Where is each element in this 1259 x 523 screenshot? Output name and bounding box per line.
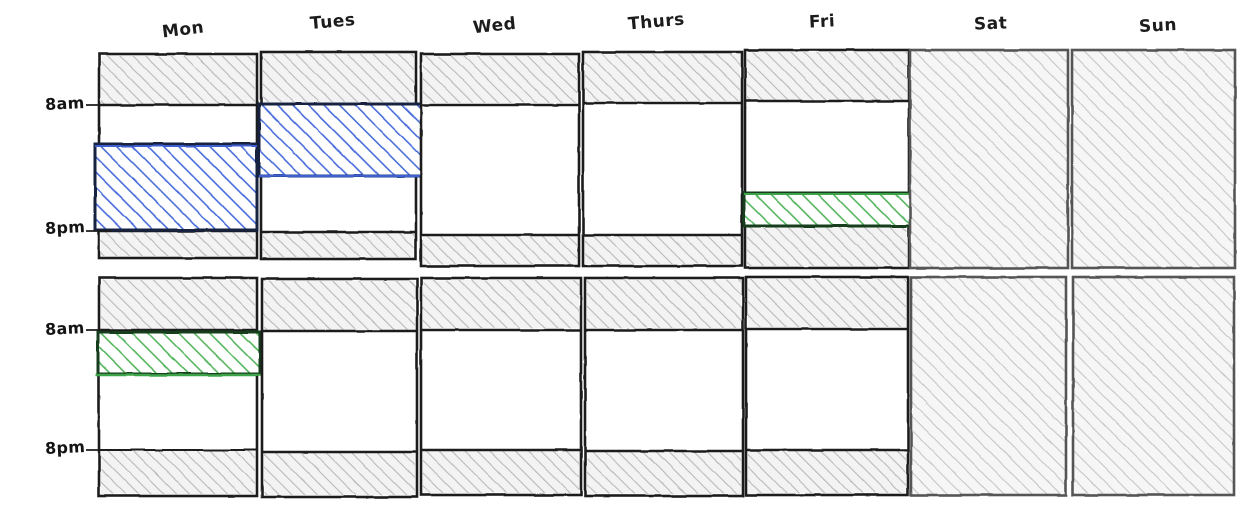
week-2-block-mon-green <box>96 330 262 377</box>
week-1-block-tues-blue <box>257 102 424 178</box>
week-1-axis-8am-text: 8am <box>44 92 85 115</box>
week-2-cell-sun <box>1071 275 1236 497</box>
week-1-cell-sun <box>1070 48 1237 270</box>
week-1-axis-label-8am: 8am <box>45 93 85 114</box>
week-2-axis-label-8am: 8am <box>45 318 85 339</box>
day-header-sat-text: Sat <box>973 13 1008 35</box>
week-2-axis-8am-text: 8am <box>44 317 85 340</box>
week-1-axis-label-8pm: 8pm <box>45 217 86 238</box>
week-2-cell-sat <box>909 275 1068 497</box>
week-2-cell-tues <box>260 277 419 499</box>
week-2-cell-mon <box>97 276 259 498</box>
day-header-fri-text: Fri <box>808 11 836 33</box>
day-header-sun[interactable]: Sun <box>1139 15 1178 37</box>
week-2-cell-thurs <box>583 276 745 498</box>
week-1-block-fri-green <box>742 191 913 228</box>
week-2-cell-wed <box>419 276 583 497</box>
day-header-fri[interactable]: Fri <box>808 11 835 32</box>
week-2-cell-fri <box>744 275 910 497</box>
day-header-sat[interactable]: Sat <box>974 13 1008 34</box>
week-1-cell-thurs <box>581 50 744 268</box>
week-2-axis-8pm-text: 8pm <box>44 436 86 459</box>
week-2-grid <box>86 275 1236 499</box>
week-1-cell-sat <box>908 48 1070 270</box>
week-1-axis-8pm-text: 8pm <box>44 216 86 239</box>
day-header-tues-text: Tues <box>309 10 357 34</box>
week-2-axis-label-8pm: 8pm <box>45 437 86 458</box>
week-1-block-mon-blue <box>93 142 259 232</box>
week-1-cell-fri <box>743 48 911 270</box>
week-1-cell-wed <box>419 52 581 268</box>
week-1-grid <box>86 48 1237 270</box>
day-header-tues[interactable]: Tues <box>309 10 356 34</box>
day-header-sun-text: Sun <box>1138 15 1178 37</box>
